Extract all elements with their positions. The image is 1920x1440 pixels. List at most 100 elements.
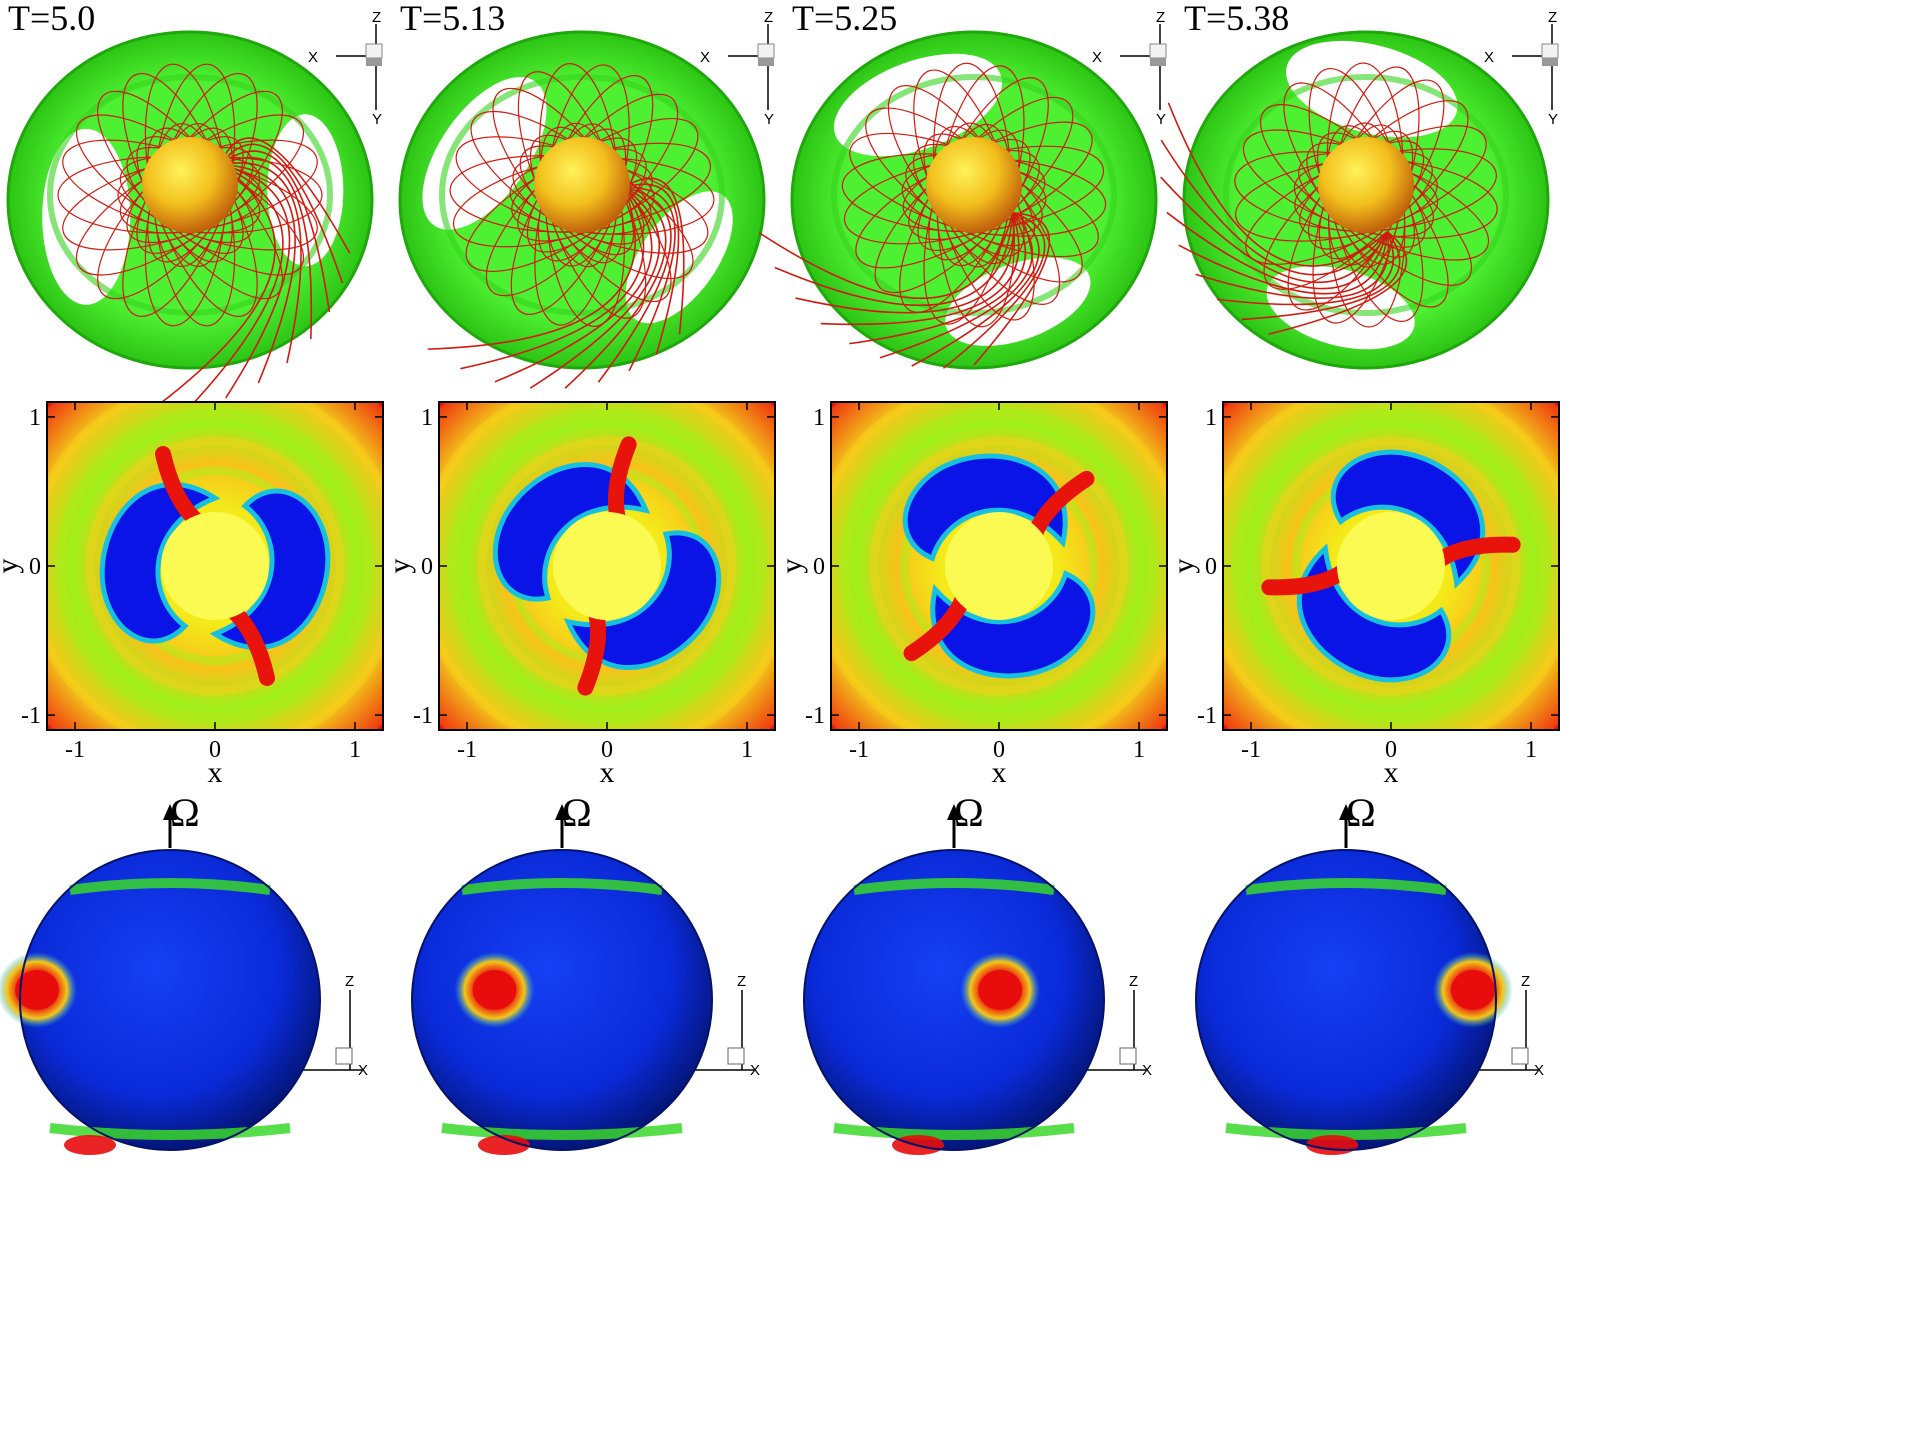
- triad-cube-side: [366, 58, 382, 66]
- triad-y-label: Y: [1156, 111, 1166, 128]
- stellar-surface-view: ΩZYX: [411, 790, 760, 1155]
- arrow-head-icon: [555, 804, 569, 820]
- triad-z-label: Z: [737, 973, 746, 990]
- disk-inner-ridge: [47, 74, 333, 316]
- open-field-line: [564, 186, 667, 389]
- x-tick-label: 0: [601, 737, 613, 763]
- y-tick-label: 1: [1205, 405, 1217, 431]
- open-field-line: [623, 177, 685, 335]
- contour-plot: -1 0 1 1 0 -1 x y: [0, 401, 384, 789]
- open-field-line: [597, 186, 672, 383]
- y-tick-label: 0: [813, 554, 825, 580]
- open-field-line: [623, 186, 676, 372]
- open-field-line: [219, 156, 313, 340]
- low-density-arm: [1296, 543, 1452, 683]
- north-cap-band: [1245, 878, 1447, 895]
- y-tick-label: -1: [1197, 703, 1217, 729]
- star-disk: [161, 512, 269, 620]
- axis-triad: X Z Y: [308, 9, 383, 128]
- open-field-line: [795, 212, 1015, 314]
- star-disk: [945, 512, 1053, 620]
- open-field-line: [879, 212, 1033, 359]
- x-tick-label: 0: [993, 737, 1005, 763]
- triad-z-label: Z: [1521, 973, 1530, 990]
- triad-x-label: X: [1092, 49, 1102, 66]
- x-tick-label: 1: [349, 737, 361, 763]
- arrow-head-icon: [163, 804, 177, 820]
- disk-torus-edge: [1182, 30, 1550, 370]
- triad-z-label: Z: [1156, 9, 1165, 26]
- open-field-line: [1178, 231, 1389, 295]
- open-field-line: [820, 212, 1020, 326]
- disk-torus-edge: [6, 30, 374, 370]
- stellar-sphere: [20, 850, 320, 1150]
- open-field-line: [973, 212, 1050, 366]
- arrow-head-icon: [947, 804, 961, 820]
- open-field-line: [529, 186, 661, 389]
- y-axis-label: y: [383, 559, 416, 574]
- triad-z-label: Z: [764, 9, 773, 26]
- omega-label: Ω: [562, 790, 592, 835]
- triad-cube: [727, 1047, 745, 1065]
- disk-3d-view: [6, 30, 374, 411]
- contour-ring: [85, 436, 345, 696]
- low-density-arm: [1330, 449, 1486, 589]
- y-axis-label: y: [0, 559, 24, 574]
- southern-hot-spot: [1306, 1135, 1358, 1155]
- y-tick-label: 1: [813, 405, 825, 431]
- open-field-line: [942, 212, 1046, 369]
- open-field-line: [219, 150, 331, 313]
- disk-torus-edge: [790, 30, 1158, 370]
- north-cap-band: [461, 878, 663, 895]
- stellar-surface-view: ΩZYX: [803, 790, 1152, 1155]
- y-tick-label: 0: [421, 554, 433, 580]
- triad-y-label: Y: [372, 111, 382, 128]
- sphere-limb: [411, 849, 713, 1151]
- triad-z-label: Z: [372, 9, 381, 26]
- north-cap-band: [853, 878, 1055, 895]
- low-density-arm: [209, 488, 331, 650]
- triad-cube: [757, 43, 775, 59]
- triad-cube: [1511, 1047, 1529, 1065]
- contour-plot: -1 0 1 1 0 -1 x y: [383, 401, 776, 789]
- star-disk: [553, 512, 661, 620]
- star-3d: [1318, 137, 1414, 233]
- y-tick-label: -1: [413, 703, 433, 729]
- open-field-line: [1167, 102, 1388, 267]
- star-3d: [926, 137, 1022, 233]
- hot-spot-core: [978, 970, 1023, 1010]
- open-field-line: [849, 212, 1027, 345]
- triad-z-label: Z: [1548, 9, 1557, 26]
- y-tick-label: 0: [1205, 554, 1217, 580]
- x-axis-label: x: [600, 756, 615, 789]
- open-field-line: [911, 212, 1040, 367]
- contour-field: [831, 402, 1167, 730]
- contour-ring: [1261, 436, 1521, 696]
- omega-label: Ω: [954, 790, 984, 835]
- triad-x-label: X: [308, 49, 318, 66]
- x-axis-label: x: [992, 756, 1007, 789]
- open-field-line: [1160, 176, 1388, 284]
- arrow-head-icon: [1339, 804, 1353, 820]
- southern-hot-spot: [64, 1135, 116, 1155]
- triad-cube: [1541, 43, 1559, 59]
- open-field-line: [219, 164, 291, 399]
- open-field-line: [494, 187, 653, 383]
- contour-ring: [447, 406, 767, 726]
- contour-plot: -1 0 1 1 0 -1 x y: [775, 401, 1168, 789]
- contour-field: [1223, 402, 1559, 730]
- hot-spot-core: [472, 970, 517, 1010]
- disk-inner-ridge: [1223, 74, 1509, 316]
- time-label: T=5.0: [8, 0, 95, 38]
- panels-root: T=5.0 X Z Y -1 0 1 1 0 -1 x y Ω Z Y X T=5.13 X Z Y -1 0 1 1 0 -1 x…: [0, 0, 1560, 1155]
- hot-spot-core: [15, 970, 60, 1010]
- low-density-arm: [902, 453, 1068, 562]
- field-line-loop: [1326, 125, 1424, 323]
- triad-x-label: X: [1484, 49, 1494, 66]
- triad-y-label: Y: [764, 111, 774, 128]
- y-tick-label: -1: [21, 703, 41, 729]
- contour-ring: [839, 406, 1159, 726]
- axis-triad: X Z Y: [1092, 9, 1167, 128]
- open-field-line: [219, 143, 344, 284]
